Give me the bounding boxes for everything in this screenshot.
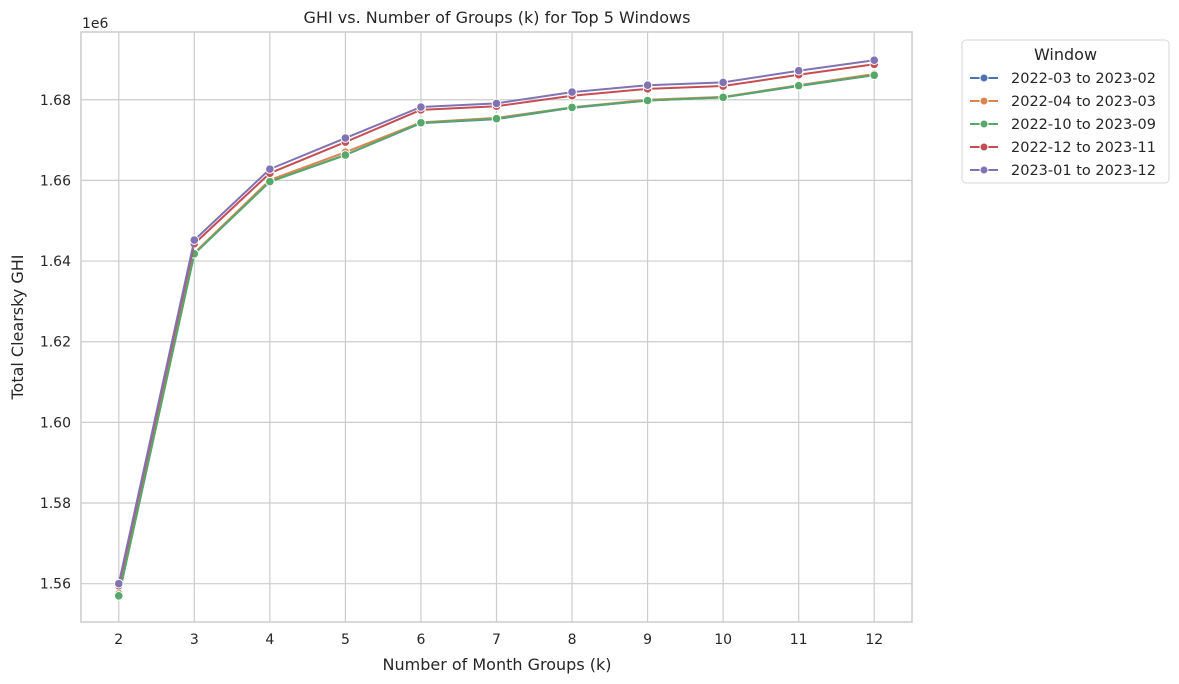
x-tick-label: 3 [190,632,199,648]
legend-marker [979,142,989,152]
y-tick-label: 1.66 [40,173,71,189]
data-point [491,98,502,109]
y-tick-label: 1.64 [40,254,71,270]
y-tick-label: 1.68 [40,93,71,109]
x-tick-label: 12 [865,632,883,648]
x-tick-label: 7 [492,632,501,648]
legend-item: 2022-04 to 2023-03 [970,94,1156,110]
data-point [793,80,804,91]
y-axis-label: Total Clearsky GHI [8,254,27,400]
legend-label: 2023-01 to 2023-12 [1011,163,1156,179]
x-axis-label: Number of Month Groups (k) [383,655,612,674]
legend-marker [979,165,989,175]
data-point [340,150,351,160]
data-point [265,164,275,174]
legend-marker [979,96,989,106]
legend-marker [979,73,989,83]
data-point [491,113,502,124]
plot-area: 2 3 4 5 6 7 8 9 10 11 12 1.56 1.58 1.60 1.62 1.64 1.66 1.… [40,31,913,648]
data-point [265,176,275,187]
data-point [340,133,351,143]
legend-item: 2022-10 to 2023-09 [970,117,1156,133]
y-tick-label: 1.56 [40,577,71,593]
legend-marker [979,119,989,129]
plot-frame [80,31,913,623]
y-tick-label: 1.60 [40,415,71,431]
data-point [189,235,200,245]
legend-title: Window [1034,45,1097,64]
data-point [642,80,653,91]
legend-item: 2023-01 to 2023-12 [970,163,1156,179]
data-point [416,102,426,112]
y-tick-label: 1.62 [40,335,71,351]
legend: Window 2022-03 to 2023-02 2022-04 to 2023-… [961,39,1170,184]
data-point [869,70,880,80]
legend-label: 2022-03 to 2023-02 [1011,71,1156,87]
x-tick-label: 11 [790,632,808,648]
data-point [793,65,804,76]
x-tick-label: 8 [568,632,577,648]
legend-label: 2022-10 to 2023-09 [1011,117,1156,133]
data-point [113,578,124,589]
legend-item: 2022-03 to 2023-02 [970,71,1156,87]
x-tick-label: 10 [714,632,732,648]
x-tick-label: 6 [416,632,425,648]
data-point [567,87,577,97]
y-tick-label: 1.58 [40,496,71,512]
data-point [416,117,426,128]
series-5 [113,55,880,589]
x-tick-label: 9 [643,632,652,648]
data-point [718,77,728,88]
x-tick-label: 4 [265,632,274,648]
data-point [718,92,728,103]
legend-label: 2022-04 to 2023-03 [1011,94,1156,110]
y-offset-label: 1e6 [82,16,109,32]
legend-box [961,39,1170,184]
data-point [567,102,577,113]
x-tick-label: 5 [341,632,350,648]
legend-item: 2022-12 to 2023-11 [970,140,1156,156]
data-point [113,590,124,601]
x-tick-label: 2 [114,632,123,648]
data-point [869,55,880,66]
legend-label: 2022-12 to 2023-11 [1011,140,1156,156]
data-point [642,95,653,106]
chart-title: GHI vs. Number of Groups (k) for Top 5 W… [304,8,691,27]
